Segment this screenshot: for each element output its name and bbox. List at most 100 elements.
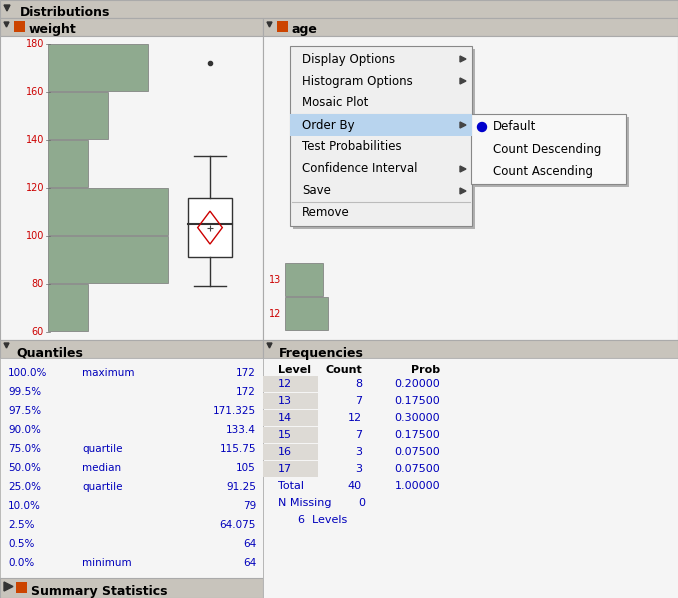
Polygon shape <box>460 188 466 194</box>
Text: Count: Count <box>325 365 362 375</box>
Polygon shape <box>267 343 272 348</box>
Text: 0.07500: 0.07500 <box>394 464 440 474</box>
Bar <box>0 340 263 358</box>
Text: 0.20000: 0.20000 <box>394 379 440 389</box>
Text: Save: Save <box>302 185 331 197</box>
Text: 115.75: 115.75 <box>220 444 256 454</box>
Bar <box>48 188 168 235</box>
Text: 140: 140 <box>26 135 44 145</box>
Text: 97.5%: 97.5% <box>8 406 41 416</box>
Bar <box>14 21 25 32</box>
Polygon shape <box>4 22 9 27</box>
Bar <box>263 393 318 409</box>
Text: Display Options: Display Options <box>302 53 395 66</box>
Text: 0.17500: 0.17500 <box>394 430 440 440</box>
Text: 100: 100 <box>26 231 44 241</box>
Text: 8: 8 <box>355 379 362 389</box>
Text: Default: Default <box>493 121 536 133</box>
Text: 7: 7 <box>355 430 362 440</box>
Bar <box>263 358 678 598</box>
Text: 75.0%: 75.0% <box>8 444 41 454</box>
Text: N Missing: N Missing <box>278 498 332 508</box>
Bar <box>48 44 148 91</box>
Bar <box>48 236 168 283</box>
Bar <box>285 263 323 296</box>
Text: 25.0%: 25.0% <box>8 482 41 492</box>
Polygon shape <box>460 78 466 84</box>
Text: 1.00000: 1.00000 <box>395 481 440 491</box>
Text: 3: 3 <box>355 464 362 474</box>
Text: 171.325: 171.325 <box>213 406 256 416</box>
Bar <box>263 427 318 443</box>
Text: Mosaic Plot: Mosaic Plot <box>302 96 368 109</box>
Bar <box>0 0 678 18</box>
Text: 6  Levels: 6 Levels <box>298 515 347 525</box>
Bar <box>285 297 328 330</box>
Text: 14: 14 <box>278 413 292 423</box>
Text: 64.075: 64.075 <box>220 520 256 530</box>
Bar <box>474 117 629 187</box>
Text: 17: 17 <box>278 464 292 474</box>
Text: 12: 12 <box>278 379 292 389</box>
Text: median: median <box>82 463 121 473</box>
Bar <box>290 46 472 226</box>
Polygon shape <box>4 582 13 591</box>
Text: weight: weight <box>29 23 77 36</box>
Text: Order By: Order By <box>302 118 355 132</box>
Text: 64: 64 <box>243 539 256 549</box>
Text: 100.0%: 100.0% <box>8 368 47 378</box>
Bar <box>290 114 472 136</box>
Text: 105: 105 <box>236 463 256 473</box>
Text: Test Probabilities: Test Probabilities <box>302 141 401 154</box>
Polygon shape <box>460 166 466 172</box>
Text: 0: 0 <box>358 498 365 508</box>
Text: 60: 60 <box>32 327 44 337</box>
Text: Distributions: Distributions <box>20 7 111 20</box>
Text: 13: 13 <box>278 396 292 406</box>
Text: 13: 13 <box>268 275 281 285</box>
Text: Level: Level <box>278 365 311 375</box>
Text: 79: 79 <box>243 501 256 511</box>
Polygon shape <box>267 22 272 27</box>
Bar <box>0 358 263 598</box>
Polygon shape <box>460 56 466 62</box>
Text: 0.0%: 0.0% <box>8 558 35 568</box>
Text: 15: 15 <box>278 430 292 440</box>
Polygon shape <box>4 5 10 11</box>
Text: 0.17500: 0.17500 <box>394 396 440 406</box>
Text: Prob: Prob <box>411 365 440 375</box>
Text: 0.5%: 0.5% <box>8 539 35 549</box>
Text: 172: 172 <box>236 387 256 397</box>
Text: 12: 12 <box>348 413 362 423</box>
Bar <box>263 376 318 392</box>
Bar <box>48 140 88 187</box>
Bar <box>293 49 475 229</box>
Text: 160: 160 <box>26 87 44 97</box>
Text: 172: 172 <box>236 368 256 378</box>
Text: 99.5%: 99.5% <box>8 387 41 397</box>
Circle shape <box>477 123 487 132</box>
Text: maximum: maximum <box>82 368 134 378</box>
Bar <box>263 18 678 36</box>
Bar <box>188 198 232 257</box>
Bar <box>263 461 318 477</box>
Text: 180: 180 <box>26 39 44 49</box>
Polygon shape <box>4 343 9 348</box>
Text: 0.07500: 0.07500 <box>394 447 440 457</box>
Bar <box>0 18 263 36</box>
Text: 7: 7 <box>355 396 362 406</box>
Text: 91.25: 91.25 <box>226 482 256 492</box>
Polygon shape <box>460 122 466 128</box>
Text: 133.4: 133.4 <box>226 425 256 435</box>
Text: minimum: minimum <box>82 558 132 568</box>
Text: 2.5%: 2.5% <box>8 520 35 530</box>
Bar <box>277 21 288 32</box>
Text: Summary Statistics: Summary Statistics <box>31 584 167 597</box>
Text: 64: 64 <box>243 558 256 568</box>
Text: 10.0%: 10.0% <box>8 501 41 511</box>
Bar <box>263 340 678 358</box>
Text: 80: 80 <box>32 279 44 289</box>
Bar <box>16 582 27 593</box>
Bar <box>263 444 318 460</box>
Bar <box>0 36 263 340</box>
